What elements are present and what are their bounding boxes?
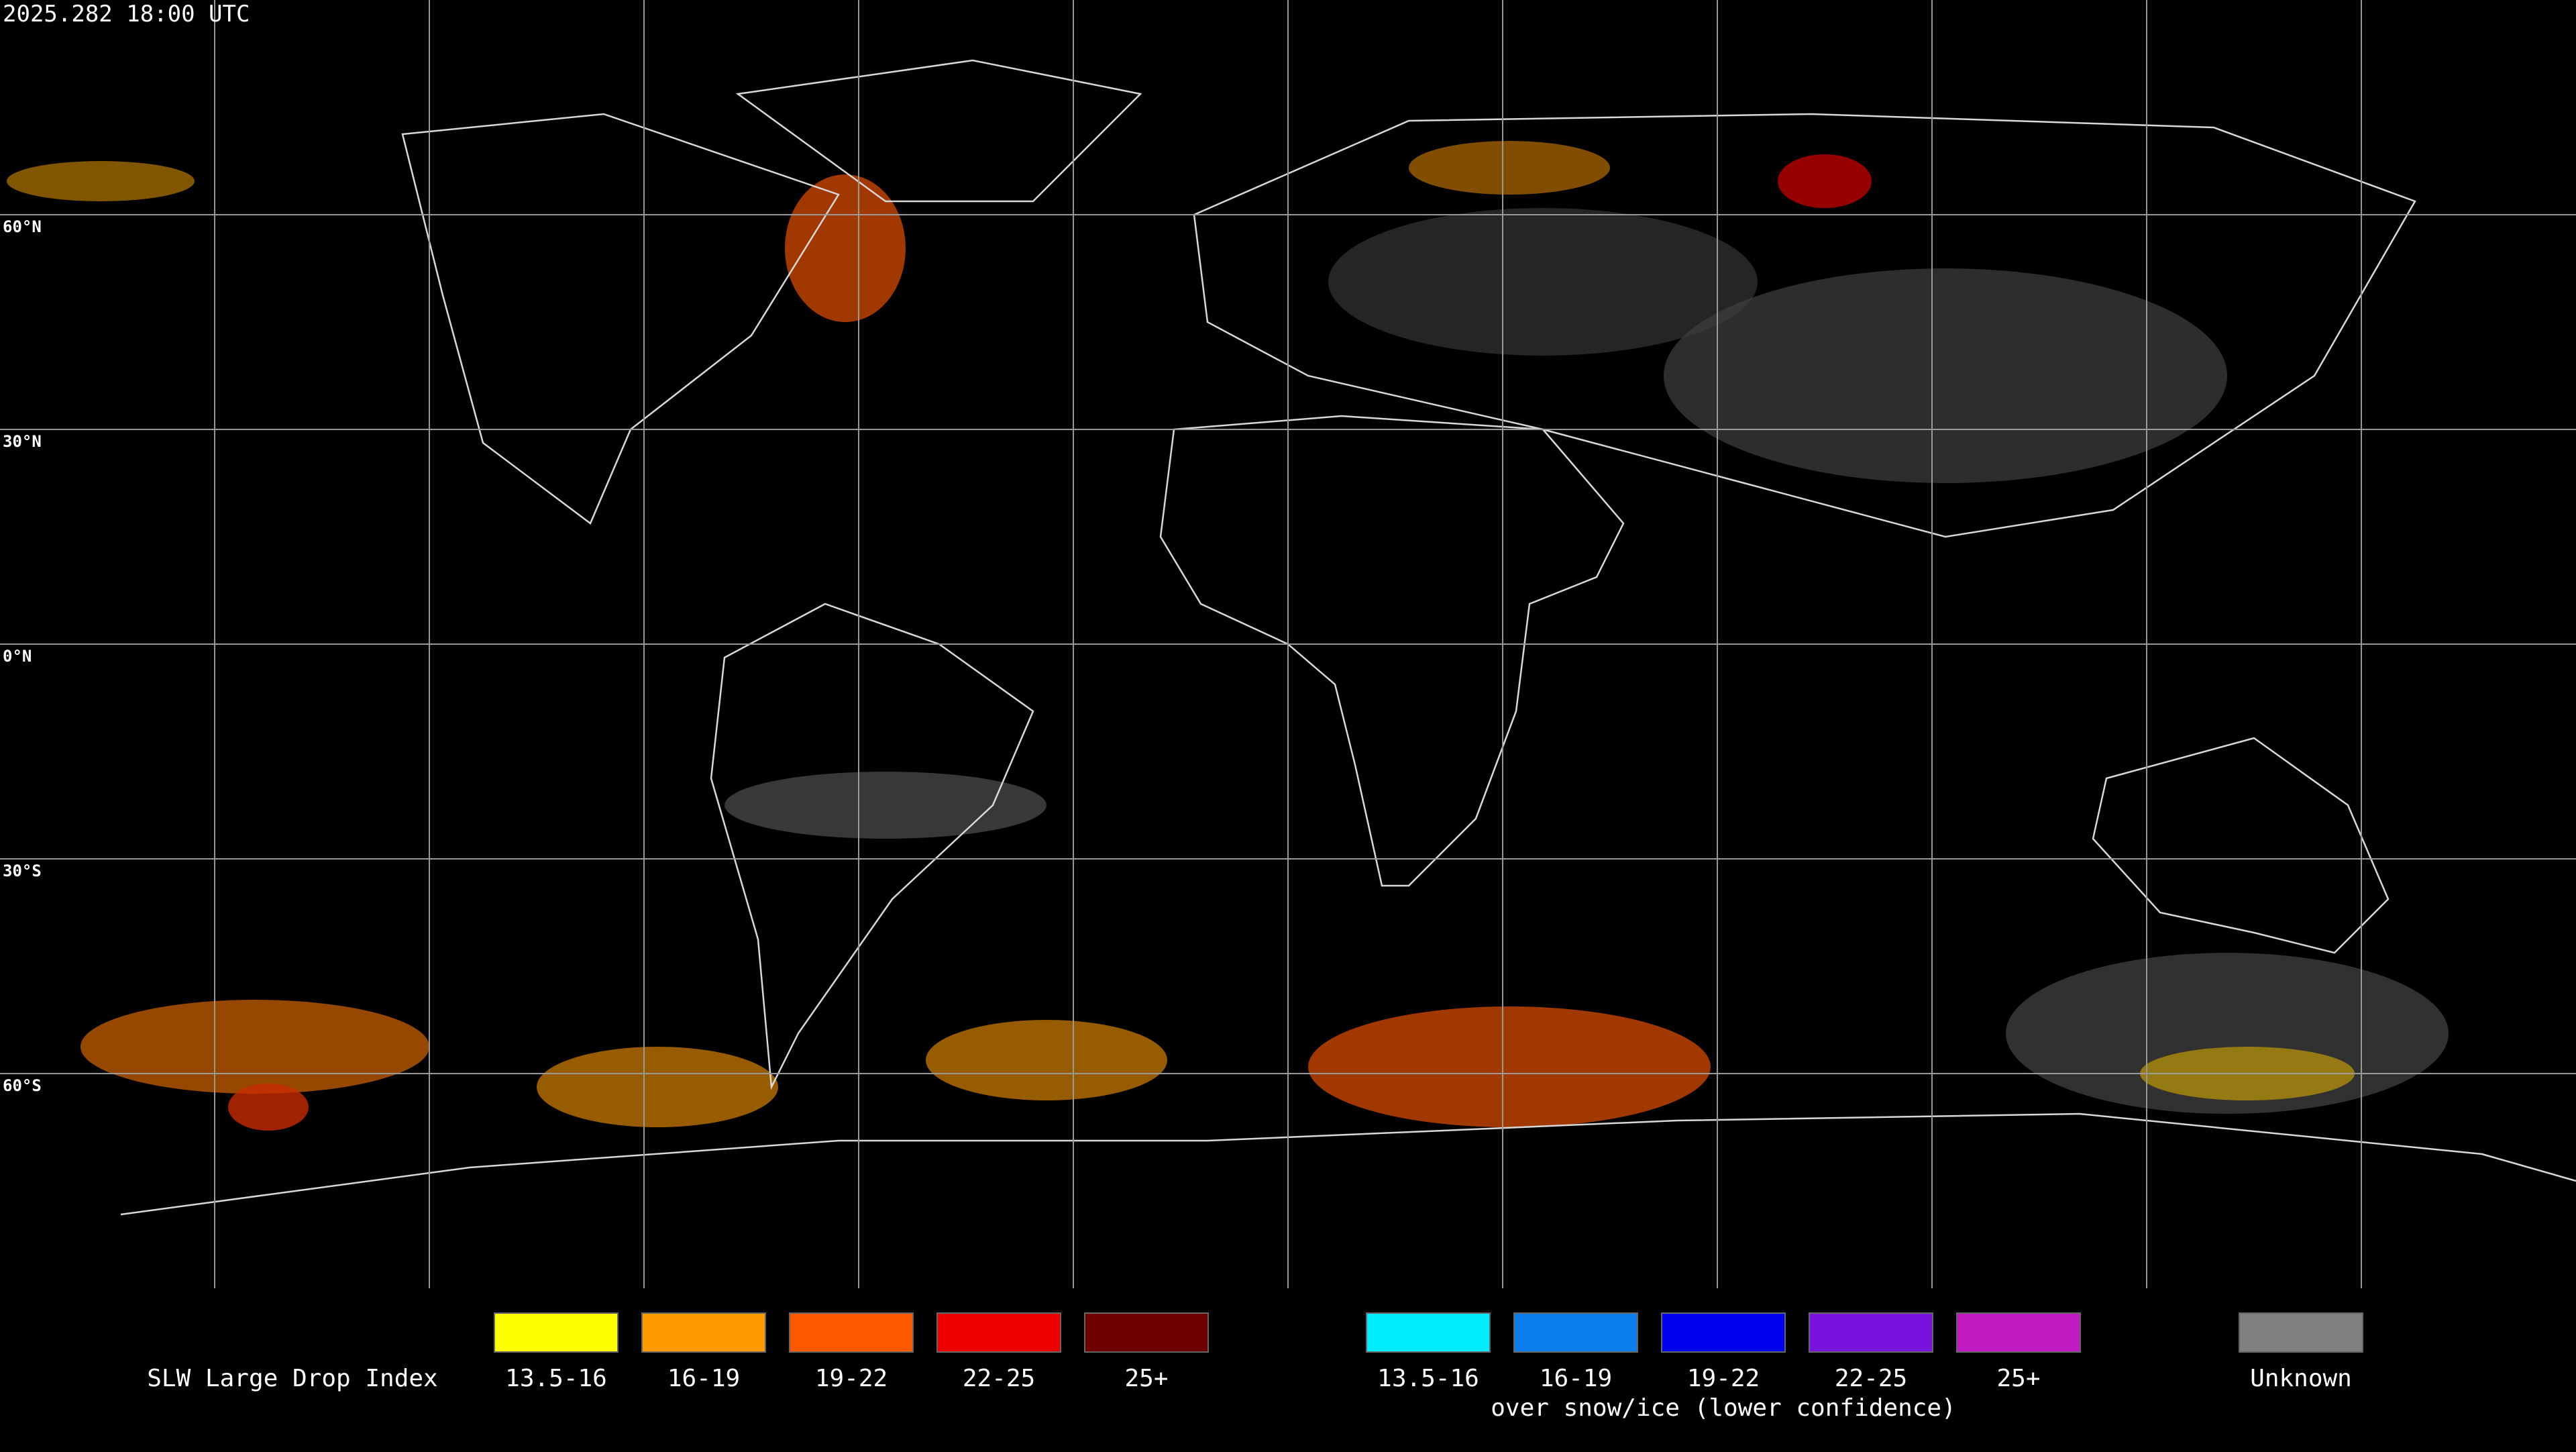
legend-label: 16-19 bbox=[1540, 1365, 1612, 1392]
legend-caption: over snow/ice (lower confidence) bbox=[1491, 1394, 1956, 1422]
coastline bbox=[735, 59, 1142, 203]
legend-swatch bbox=[494, 1312, 619, 1353]
legend-swatch bbox=[789, 1312, 914, 1353]
drop-index-cloud bbox=[926, 1020, 1167, 1100]
drop-index-cloud bbox=[785, 174, 906, 322]
legend-swatch bbox=[641, 1312, 766, 1353]
latitude-label: 60°N bbox=[3, 217, 42, 236]
legend-label: 25+ bbox=[1996, 1365, 2040, 1392]
coastline bbox=[1193, 113, 2416, 538]
legend-title: SLW Large Drop Index bbox=[147, 1365, 437, 1392]
drop-index-cloud bbox=[1308, 1006, 1711, 1127]
timestamp: 2025.282 18:00 UTC bbox=[3, 1, 250, 28]
legend-swatch bbox=[936, 1312, 1061, 1353]
drop-index-cloud bbox=[537, 1047, 778, 1127]
unknown-cloud bbox=[1328, 208, 1758, 356]
coastline bbox=[1159, 415, 1625, 887]
legend-label: 22-25 bbox=[1835, 1365, 1907, 1392]
legend-label: 19-22 bbox=[1687, 1365, 1760, 1392]
drop-index-cloud bbox=[80, 1000, 429, 1094]
legend-label: 22-25 bbox=[963, 1365, 1035, 1392]
legend-label: Unknown bbox=[2250, 1365, 2352, 1392]
legend-label: 25+ bbox=[1124, 1365, 1168, 1392]
legend-label: 13.5-16 bbox=[505, 1365, 607, 1392]
coastline bbox=[710, 603, 1034, 1090]
legend-swatch bbox=[1956, 1312, 2081, 1353]
legend-swatch bbox=[1084, 1312, 1209, 1353]
legend-label: 19-22 bbox=[815, 1365, 888, 1392]
legend-swatch bbox=[1513, 1312, 1638, 1353]
latitude-label: 0°N bbox=[3, 647, 32, 666]
legend-swatch bbox=[1366, 1312, 1491, 1353]
unknown-cloud bbox=[724, 772, 1046, 839]
legend-swatch bbox=[2239, 1312, 2363, 1353]
drop-index-cloud bbox=[7, 161, 195, 201]
latitude-labels: 60°N 30°N 0°N 30°S 60°S bbox=[3, 217, 42, 1095]
graticule bbox=[0, 0, 2576, 1288]
drop-index-cloud bbox=[228, 1084, 309, 1131]
drop-index-cloud bbox=[1409, 141, 1610, 195]
coastline bbox=[120, 1112, 2576, 1216]
latitude-label: 30°S bbox=[3, 862, 42, 880]
legend-swatch bbox=[1661, 1312, 1786, 1353]
latitude-label: 30°N bbox=[3, 432, 42, 451]
legend-label: 13.5-16 bbox=[1377, 1365, 1479, 1392]
coastline bbox=[2092, 737, 2390, 954]
drop-index-cloud bbox=[1778, 154, 1872, 208]
legend-swatch bbox=[1809, 1312, 1933, 1353]
latitude-label: 60°S bbox=[3, 1076, 42, 1095]
coastlines bbox=[120, 59, 2576, 1216]
legend-label: 16-19 bbox=[667, 1365, 740, 1392]
legend: SLW Large Drop Index 13.5-16 16-19 19-22 22-… bbox=[147, 1312, 2363, 1422]
